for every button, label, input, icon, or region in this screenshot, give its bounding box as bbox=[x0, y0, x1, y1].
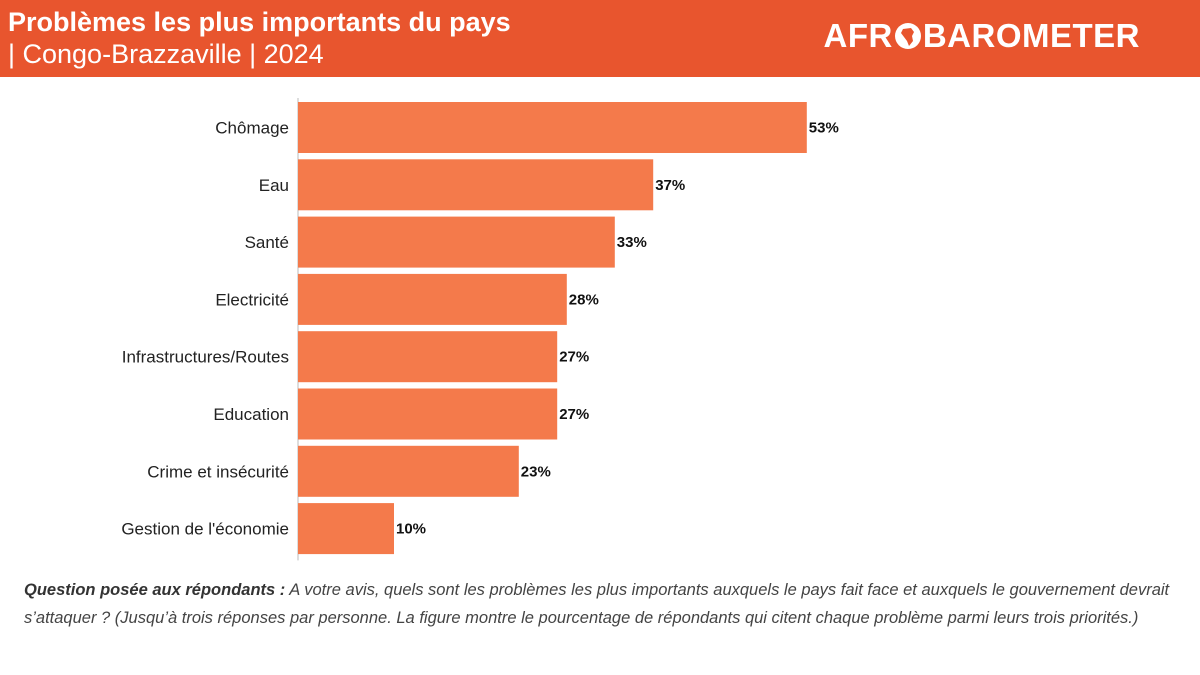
bar-chart: Chômage 53% Eau 37% Santé 33% Electricité 28% In… bbox=[121, 98, 839, 561]
logo-text-left: AFR bbox=[823, 17, 893, 54]
category-label: Electricité bbox=[215, 290, 289, 309]
category-label: Santé bbox=[245, 233, 289, 252]
bars-group: Chômage 53% Eau 37% Santé 33% Electricité 28% In… bbox=[121, 102, 839, 555]
value-label: 37% bbox=[655, 177, 685, 194]
footnote: Question posée aux répondants : A votre … bbox=[24, 576, 1174, 632]
category-label: Crime et insécurité bbox=[147, 462, 289, 481]
header-banner: Problèmes les plus importants du pays | … bbox=[0, 0, 1200, 77]
footnote-text: A votre avis, quels sont les problèmes l… bbox=[24, 581, 1170, 627]
bar bbox=[298, 273, 567, 325]
value-label: 27% bbox=[559, 349, 589, 366]
bar bbox=[298, 388, 558, 440]
value-label: 28% bbox=[569, 291, 599, 308]
value-label: 27% bbox=[559, 406, 589, 423]
chart-subtitle: | Congo-Brazzaville | 2024 bbox=[8, 39, 324, 69]
value-label: 33% bbox=[617, 234, 647, 251]
bar bbox=[298, 445, 519, 497]
value-label: 53% bbox=[809, 120, 839, 137]
category-label: Eau bbox=[259, 176, 289, 195]
logo-text-right: BAROMETER bbox=[922, 17, 1140, 54]
category-label: Infrastructures/Routes bbox=[122, 348, 289, 367]
footnote-lead: Question posée aux répondants : bbox=[24, 581, 286, 599]
value-label: 23% bbox=[521, 463, 551, 480]
bar bbox=[298, 331, 558, 383]
category-label: Gestion de l'économie bbox=[121, 520, 289, 539]
africa-globe-icon bbox=[893, 20, 923, 60]
bar bbox=[298, 503, 394, 555]
bar bbox=[298, 159, 654, 211]
value-label: 10% bbox=[396, 521, 426, 538]
bar bbox=[298, 216, 615, 268]
afrobarometer-logo: AFR BAROMETER bbox=[824, 16, 1141, 60]
bar bbox=[298, 102, 807, 153]
category-label: Chômage bbox=[215, 119, 289, 138]
chart-title: Problèmes les plus importants du pays bbox=[8, 7, 511, 37]
category-label: Education bbox=[213, 405, 289, 424]
